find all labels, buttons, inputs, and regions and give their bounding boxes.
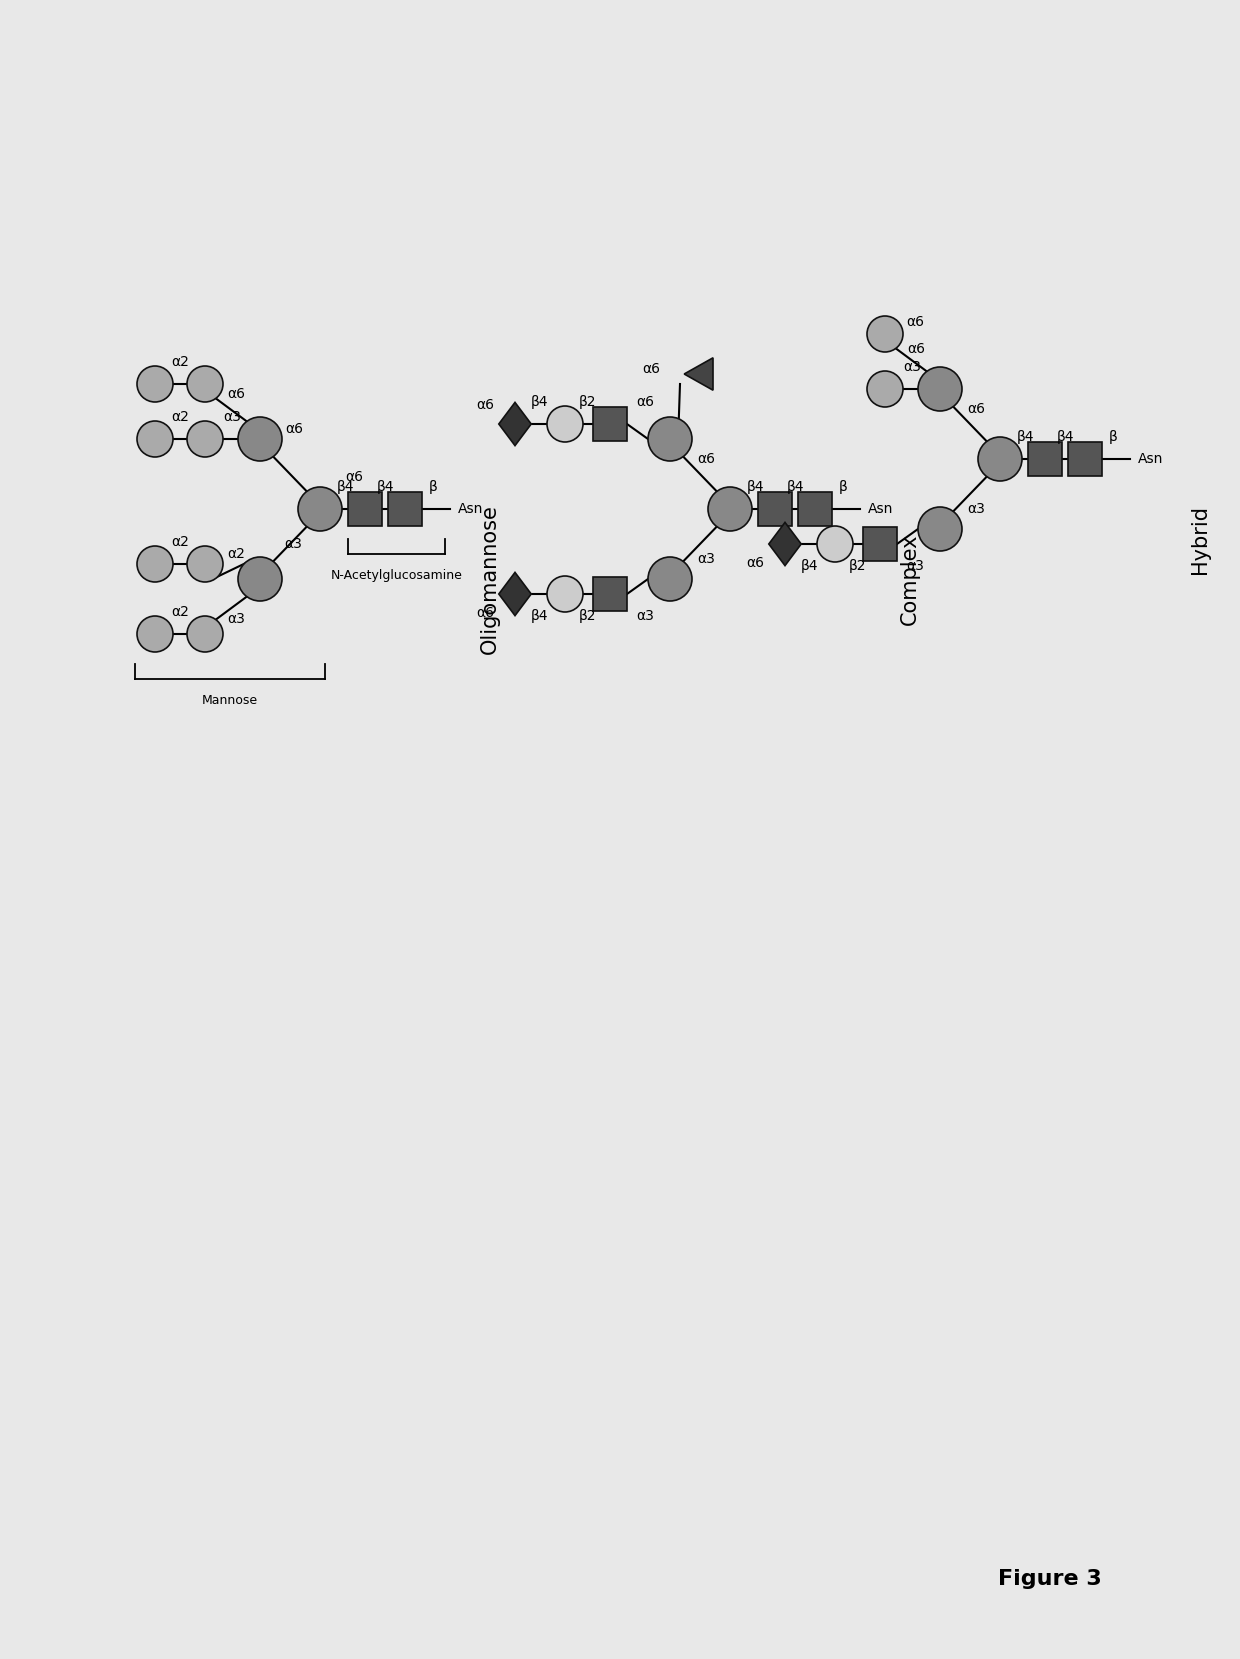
Circle shape bbox=[136, 546, 174, 582]
Text: β2: β2 bbox=[579, 395, 596, 410]
Text: α3: α3 bbox=[906, 559, 924, 572]
Text: α2: α2 bbox=[171, 355, 188, 368]
Text: β2: β2 bbox=[579, 609, 596, 624]
Circle shape bbox=[136, 367, 174, 401]
Bar bbox=[1068, 441, 1102, 476]
Circle shape bbox=[187, 367, 223, 401]
Text: β4: β4 bbox=[531, 395, 549, 410]
Circle shape bbox=[238, 557, 281, 601]
Text: α3: α3 bbox=[697, 552, 715, 566]
Circle shape bbox=[649, 416, 692, 461]
Text: β: β bbox=[1109, 430, 1117, 445]
Circle shape bbox=[187, 421, 223, 456]
Text: Mannose: Mannose bbox=[202, 693, 258, 707]
Circle shape bbox=[918, 508, 962, 551]
Text: α3: α3 bbox=[904, 360, 921, 373]
Polygon shape bbox=[498, 403, 531, 446]
Circle shape bbox=[547, 406, 583, 441]
Bar bbox=[799, 493, 832, 526]
Text: Asn: Asn bbox=[458, 503, 484, 516]
Text: α6: α6 bbox=[636, 395, 653, 410]
Text: β2: β2 bbox=[848, 559, 867, 572]
Text: α6: α6 bbox=[967, 401, 985, 416]
Text: α2: α2 bbox=[171, 534, 188, 549]
Text: Complex: Complex bbox=[900, 533, 920, 625]
Text: α3: α3 bbox=[284, 536, 301, 551]
Text: Asn: Asn bbox=[1138, 451, 1163, 466]
Text: α6: α6 bbox=[642, 362, 660, 377]
Text: β4: β4 bbox=[336, 479, 353, 494]
Text: N-Acetylglucosamine: N-Acetylglucosamine bbox=[331, 569, 463, 582]
Text: α6: α6 bbox=[745, 556, 764, 571]
Text: β4: β4 bbox=[786, 479, 804, 494]
Text: Hybrid: Hybrid bbox=[1190, 504, 1210, 574]
Text: α6: α6 bbox=[285, 421, 303, 436]
Bar bbox=[348, 493, 382, 526]
Circle shape bbox=[136, 421, 174, 456]
Circle shape bbox=[817, 526, 853, 562]
Circle shape bbox=[649, 557, 692, 601]
Text: α2: α2 bbox=[227, 547, 246, 561]
Bar bbox=[1028, 441, 1061, 476]
Text: α6: α6 bbox=[906, 315, 924, 328]
Text: β4: β4 bbox=[746, 479, 764, 494]
Text: α2: α2 bbox=[171, 606, 188, 619]
Circle shape bbox=[867, 315, 903, 352]
Text: β4: β4 bbox=[376, 479, 394, 494]
Text: β4: β4 bbox=[801, 559, 818, 572]
Text: Oligomannose: Oligomannose bbox=[480, 504, 500, 654]
Circle shape bbox=[547, 576, 583, 612]
Circle shape bbox=[978, 436, 1022, 481]
Circle shape bbox=[187, 546, 223, 582]
Circle shape bbox=[918, 367, 962, 411]
Text: α6: α6 bbox=[476, 606, 494, 620]
Polygon shape bbox=[684, 358, 713, 390]
Polygon shape bbox=[769, 523, 801, 566]
Polygon shape bbox=[498, 572, 531, 615]
Bar bbox=[593, 406, 627, 441]
Bar bbox=[593, 577, 627, 611]
Text: β: β bbox=[429, 479, 438, 494]
Text: α6: α6 bbox=[906, 342, 925, 357]
Text: α3: α3 bbox=[967, 503, 985, 516]
Bar bbox=[758, 493, 792, 526]
Text: α3: α3 bbox=[223, 410, 242, 425]
Circle shape bbox=[187, 615, 223, 652]
Circle shape bbox=[708, 488, 751, 531]
Text: β: β bbox=[838, 479, 847, 494]
Text: α3: α3 bbox=[636, 609, 653, 624]
Text: α6: α6 bbox=[697, 451, 715, 466]
Text: α3: α3 bbox=[227, 612, 246, 625]
Bar bbox=[388, 493, 422, 526]
Bar bbox=[863, 528, 897, 561]
Text: Figure 3: Figure 3 bbox=[998, 1569, 1102, 1589]
Circle shape bbox=[298, 488, 342, 531]
Text: α6: α6 bbox=[227, 387, 246, 401]
Text: Asn: Asn bbox=[868, 503, 893, 516]
Text: α6: α6 bbox=[476, 398, 494, 411]
Circle shape bbox=[867, 372, 903, 406]
Circle shape bbox=[136, 615, 174, 652]
Text: β4: β4 bbox=[1056, 430, 1074, 445]
Text: α2: α2 bbox=[171, 410, 188, 425]
Text: α6: α6 bbox=[345, 469, 363, 484]
Text: β4: β4 bbox=[1017, 430, 1034, 445]
Text: β4: β4 bbox=[531, 609, 549, 624]
Circle shape bbox=[238, 416, 281, 461]
